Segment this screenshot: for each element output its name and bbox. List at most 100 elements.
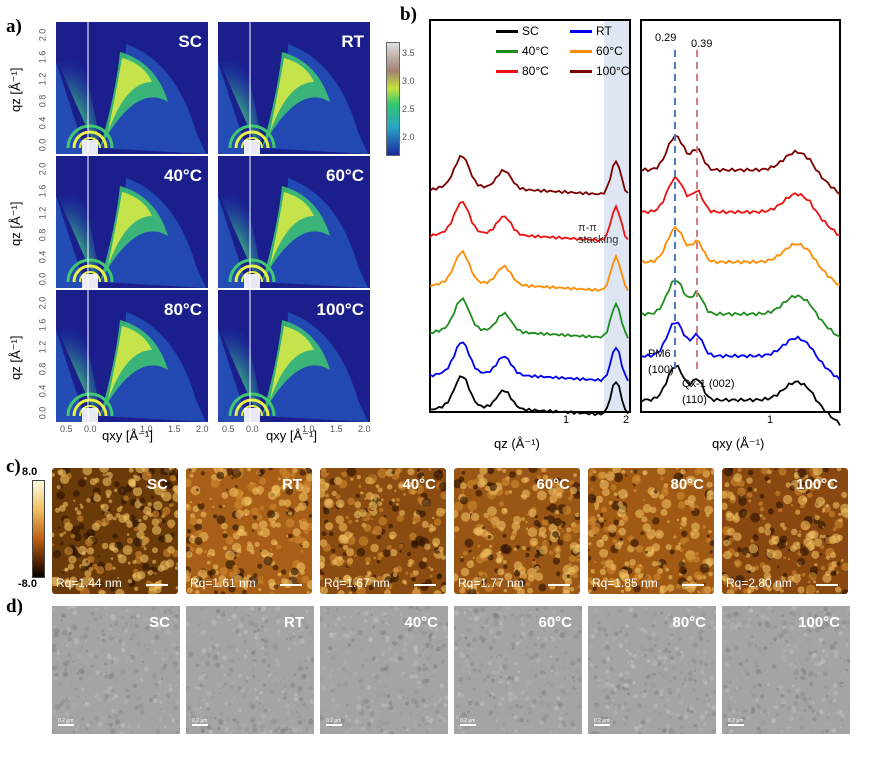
giwaxs-x-tick: 0.0 xyxy=(246,424,259,434)
giwaxs-x-tick: 0.5 xyxy=(222,424,235,434)
afm-colorbar xyxy=(32,480,45,578)
giwaxs-x-tick: 1.0 xyxy=(302,424,315,434)
tem-scale-text: 0.2 μm xyxy=(594,718,610,724)
panel-a-label: a) xyxy=(6,16,22,37)
peak-label-qx1: Qx-1 (002)(110) xyxy=(682,378,735,406)
giwaxs-label: 80°C xyxy=(164,300,202,319)
tem-label: 60°C xyxy=(538,614,572,631)
afm-label: 60°C xyxy=(536,476,570,493)
giwaxs-x-tick: 1.5 xyxy=(168,424,181,434)
pi-stacking-annotation: π-π stacking xyxy=(578,222,619,246)
panel-d-label: d) xyxy=(6,596,23,617)
tem-scale-text: 0.2 μm xyxy=(326,718,342,724)
qxy-axis-label: qxy (Å⁻¹) xyxy=(712,436,765,451)
tem-scale-text: 0.2 μm xyxy=(728,718,744,724)
afm-image-100c: 100°C Rq=2.80 nm xyxy=(722,468,848,594)
tem-texture xyxy=(320,606,448,734)
legend-label: 80°C xyxy=(522,64,549,78)
afm-label: 80°C xyxy=(670,476,704,493)
scale-bar xyxy=(682,584,704,586)
tem-scale-text: 0.2 μm xyxy=(58,718,74,724)
legend-swatch xyxy=(496,29,518,33)
tem-scale-bar xyxy=(58,724,74,726)
qxy-tick-1: 1 xyxy=(767,414,774,426)
afm-rq: Rq=1.85 nm xyxy=(592,576,658,590)
giwaxs-x-tick: 0.0 xyxy=(84,424,97,434)
pi-stacking-band xyxy=(604,20,630,412)
marker-label-029: 0.29 xyxy=(655,32,677,44)
right-plot-frame xyxy=(640,19,841,413)
giwaxs-pattern xyxy=(218,156,368,288)
tem-texture xyxy=(588,606,716,734)
giwaxs-pattern xyxy=(56,22,206,154)
giwaxs-label: SC xyxy=(178,32,202,51)
giwaxs-image-60c: 60°C xyxy=(218,156,370,288)
profile-line-left-4 xyxy=(429,200,629,243)
profile-line-left-5 xyxy=(429,154,629,196)
giwaxs-image-40c: 40°C xyxy=(56,156,208,288)
afm-texture xyxy=(320,468,446,594)
legend-entry: 100°C xyxy=(570,64,630,78)
afm-colorbar-min: -8.0 xyxy=(18,578,37,590)
giwaxs-x-tick: 2.0 xyxy=(358,424,371,434)
giwaxs-pattern xyxy=(56,290,206,422)
scale-bar xyxy=(816,584,838,586)
tem-label: SC xyxy=(149,614,170,631)
left-plot-frame xyxy=(429,19,631,413)
giwaxs-image-rt: RT xyxy=(218,22,370,154)
qz-axis-label: qz (Å⁻¹) xyxy=(494,436,540,451)
giwaxs-colorbar-tick: 3.0 xyxy=(402,76,415,86)
profile-line-right-1 xyxy=(641,321,841,382)
tem-texture xyxy=(454,606,582,734)
giwaxs-label: 60°C xyxy=(326,166,364,185)
legend-label: SC xyxy=(522,24,539,38)
tem-image-100c: 100°C 0.2 μm xyxy=(722,606,850,734)
tem-image-80c: 80°C 0.2 μm xyxy=(588,606,716,734)
legend-entry: 80°C xyxy=(496,64,549,78)
legend-label: RT xyxy=(596,24,612,38)
tem-scale-bar xyxy=(192,724,208,726)
tem-scale-text: 0.2 μm xyxy=(460,718,476,724)
giwaxs-label: 40°C xyxy=(164,166,202,185)
giwaxs-x-tick: 0.5 xyxy=(60,424,73,434)
afm-label: SC xyxy=(147,476,168,493)
panel-c-label: c) xyxy=(6,456,21,477)
afm-rq: Rq=1.44 nm xyxy=(56,576,122,590)
qz-tick-1: 1 xyxy=(563,414,570,426)
scale-bar xyxy=(146,584,168,586)
afm-rq: Rq=1.67 nm xyxy=(324,576,390,590)
afm-texture xyxy=(722,468,848,594)
afm-label: RT xyxy=(282,476,302,493)
profile-line-right-5 xyxy=(641,134,841,196)
tem-image-60c: 60°C 0.2 μm xyxy=(454,606,582,734)
tem-scale-bar xyxy=(594,724,610,726)
afm-texture xyxy=(52,468,178,594)
peak-label-pm6: PM6 (100) xyxy=(648,348,674,376)
tem-label: 80°C xyxy=(672,614,706,631)
marker-label-039: 0.39 xyxy=(691,38,713,50)
legend-swatch xyxy=(570,29,592,33)
afm-texture xyxy=(588,468,714,594)
tem-label: RT xyxy=(284,614,304,631)
legend-label: 100°C xyxy=(596,64,630,78)
giwaxs-image-100c: 100°C xyxy=(218,290,370,422)
profile-line-right-3 xyxy=(641,225,841,286)
giwaxs-x-tick: 1.0 xyxy=(140,424,153,434)
profile-line-left-1 xyxy=(429,341,629,383)
giwaxs-xlabel-left: qxy [Å⁻¹] xyxy=(102,428,153,443)
tem-scale-bar xyxy=(728,724,744,726)
legend-entry: RT xyxy=(570,24,612,38)
tem-image-rt: RT 0.2 μm xyxy=(186,606,314,734)
afm-image-rt: RT Rq=1.61 nm xyxy=(186,468,312,594)
legend-swatch xyxy=(496,49,518,53)
tem-scale-bar xyxy=(326,724,342,726)
scale-bar xyxy=(280,584,302,586)
giwaxs-label: RT xyxy=(341,32,364,51)
giwaxs-image-80c: 80°C xyxy=(56,290,208,422)
afm-label: 100°C xyxy=(796,476,838,493)
afm-image-sc: SC Rq=1.44 nm xyxy=(52,468,178,594)
profile-line-left-3 xyxy=(429,249,629,293)
legend-label: 40°C xyxy=(522,44,549,58)
profile-line-right-2 xyxy=(641,279,841,338)
legend-entry: 60°C xyxy=(570,44,623,58)
